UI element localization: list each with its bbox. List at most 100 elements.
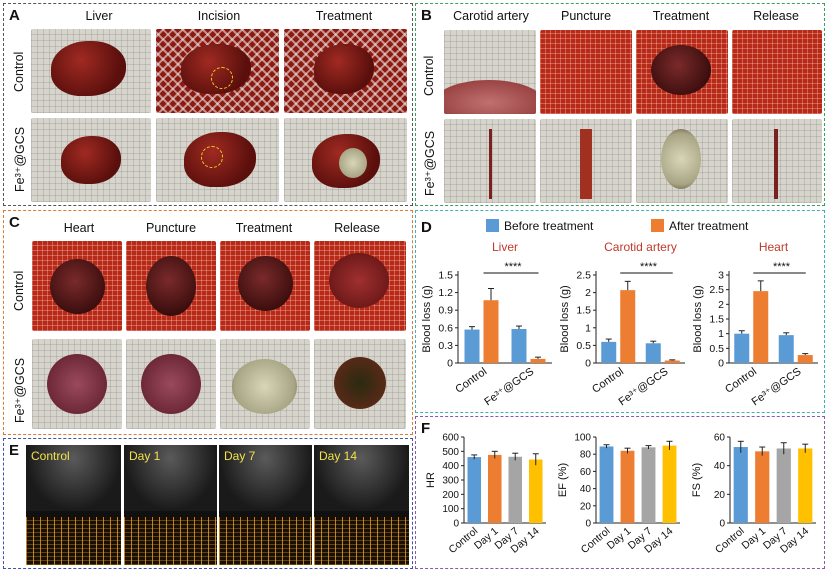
y-tick-label: 0.3 [438, 340, 453, 352]
y-tick-label: 0 [585, 519, 591, 530]
panel-a-col-3: Treatment [315, 9, 373, 23]
panel-c-row-2: Fe³⁺@GCS [13, 357, 27, 423]
echo-label-control: Control [31, 449, 70, 463]
y-tick-label: 40 [714, 461, 726, 472]
y-tick-label: 2.5 [576, 270, 591, 282]
chart-title: Liver [492, 240, 518, 254]
bar [528, 459, 543, 523]
panel-a-col-2: Incision [197, 9, 241, 23]
panel-c-col-1: Heart [63, 221, 95, 235]
photo-c-gcs-puncture [126, 339, 216, 429]
panel-d: D Before treatment After treatment Liver… [415, 210, 825, 413]
y-tick-label: 0.9 [438, 305, 453, 317]
photo-b-control-treatment [636, 30, 728, 114]
panel-b-row-2: Fe³⁺@GCS [423, 130, 437, 196]
bar [467, 457, 482, 523]
echo-day14: Day 14 [314, 445, 409, 565]
y-tick-label: 1.5 [576, 305, 591, 317]
x-tick-label: Day 1 [739, 525, 768, 552]
y-axis-label: FS (%) [691, 463, 703, 497]
bar [645, 343, 661, 363]
y-tick-label: 400 [442, 461, 459, 472]
y-tick-label: 500 [442, 447, 459, 458]
photo-c-control-release [314, 241, 406, 331]
photo-c-gcs-heart [32, 339, 122, 429]
bar [530, 358, 546, 363]
photo-b-gcs-treatment [636, 119, 728, 203]
y-tick-label: 0.6 [438, 322, 453, 334]
y-tick-label: 2 [585, 287, 591, 299]
y-tick-label: 20 [580, 501, 592, 512]
y-tick-label: 60 [714, 433, 726, 444]
x-tick-label: Fe³⁺@GCS [482, 366, 536, 409]
bar [662, 445, 677, 523]
y-tick-label: 0 [453, 519, 459, 530]
significance-stars: **** [504, 261, 522, 273]
y-tick-label: 200 [442, 490, 459, 501]
y-tick-label: 0.5 [576, 340, 591, 352]
y-tick-label: 0.5 [709, 343, 724, 355]
panel-b-col-2: Puncture [560, 9, 612, 23]
y-axis-label: Blood loss (g) [692, 285, 704, 352]
x-tick-label: Control [723, 366, 759, 396]
echo-control: Control [26, 445, 121, 565]
significance-stars: **** [773, 261, 791, 273]
panel-a-col-1: Liver [85, 9, 113, 23]
y-tick-label: 3 [718, 270, 724, 282]
echo-label-day14: Day 14 [319, 449, 358, 463]
y-tick-label: 0 [718, 358, 724, 370]
y-axis-label: Blood loss (g) [421, 285, 433, 352]
panel-f-label: F [421, 420, 431, 437]
legend-before: Before treatment [486, 219, 593, 233]
legend-before-label: Before treatment [504, 219, 594, 233]
y-tick-label: 300 [442, 476, 459, 487]
bar [797, 355, 813, 363]
y-tick-label: 100 [574, 433, 591, 444]
photo-b-gcs-release [732, 119, 822, 203]
y-tick-label: 60 [580, 467, 592, 478]
photo-a-gcs-treatment [284, 118, 407, 202]
photo-c-gcs-release [314, 339, 406, 429]
photo-c-control-puncture [126, 241, 216, 331]
chart-d-carotid: Carotid artery 0 0.5 1 1.5 2 2.5 Blood loss (g)… [559, 240, 685, 408]
photo-c-control-treatment [220, 241, 310, 331]
photo-b-control-puncture [540, 30, 632, 114]
y-tick-label: 1.2 [438, 287, 453, 299]
echo-label-day1: Day 1 [129, 449, 161, 463]
panel-e-label: E [9, 442, 20, 459]
bar [753, 291, 769, 363]
chart-d-liver: Liver 0 0.3 0.6 0.9 1.2 1.5 Blood loss (g) Contr… [421, 240, 552, 409]
y-tick-label: 100 [442, 504, 459, 515]
panel-a-row-1: Control [12, 51, 26, 92]
panel-b-row-1: Control [422, 55, 436, 96]
bar [487, 454, 502, 523]
x-tick-label: Control [590, 366, 626, 396]
panel-b-col-4: Release [753, 9, 799, 23]
y-tick-label: 1.5 [709, 314, 724, 326]
bar [664, 360, 680, 363]
photo-b-gcs-artery [444, 119, 536, 203]
y-tick-label: 80 [580, 450, 592, 461]
significance-stars: **** [640, 261, 658, 273]
panel-c-row-1: Control [12, 270, 26, 311]
echo-day1: Day 1 [124, 445, 217, 565]
photo-a-gcs-liver [31, 118, 151, 202]
panel-b-col-3: Treatment [652, 9, 710, 23]
y-tick-label: 2 [718, 299, 724, 311]
bar [511, 328, 527, 363]
bar [620, 450, 635, 523]
y-tick-label: 600 [442, 433, 459, 444]
bar [734, 333, 750, 363]
photo-a-gcs-incision [156, 118, 279, 202]
y-axis-label: Blood loss (g) [559, 285, 571, 352]
panel-c-col-3: Treatment [235, 221, 293, 235]
x-tick-label: Fe³⁺@GCS [750, 366, 804, 409]
bar [641, 447, 656, 523]
y-tick-label: 2.5 [709, 284, 724, 296]
panel-a-label: A [9, 7, 20, 24]
photo-a-control-liver [31, 29, 151, 113]
bar [733, 447, 748, 523]
echo-label-day7: Day 7 [224, 449, 256, 463]
